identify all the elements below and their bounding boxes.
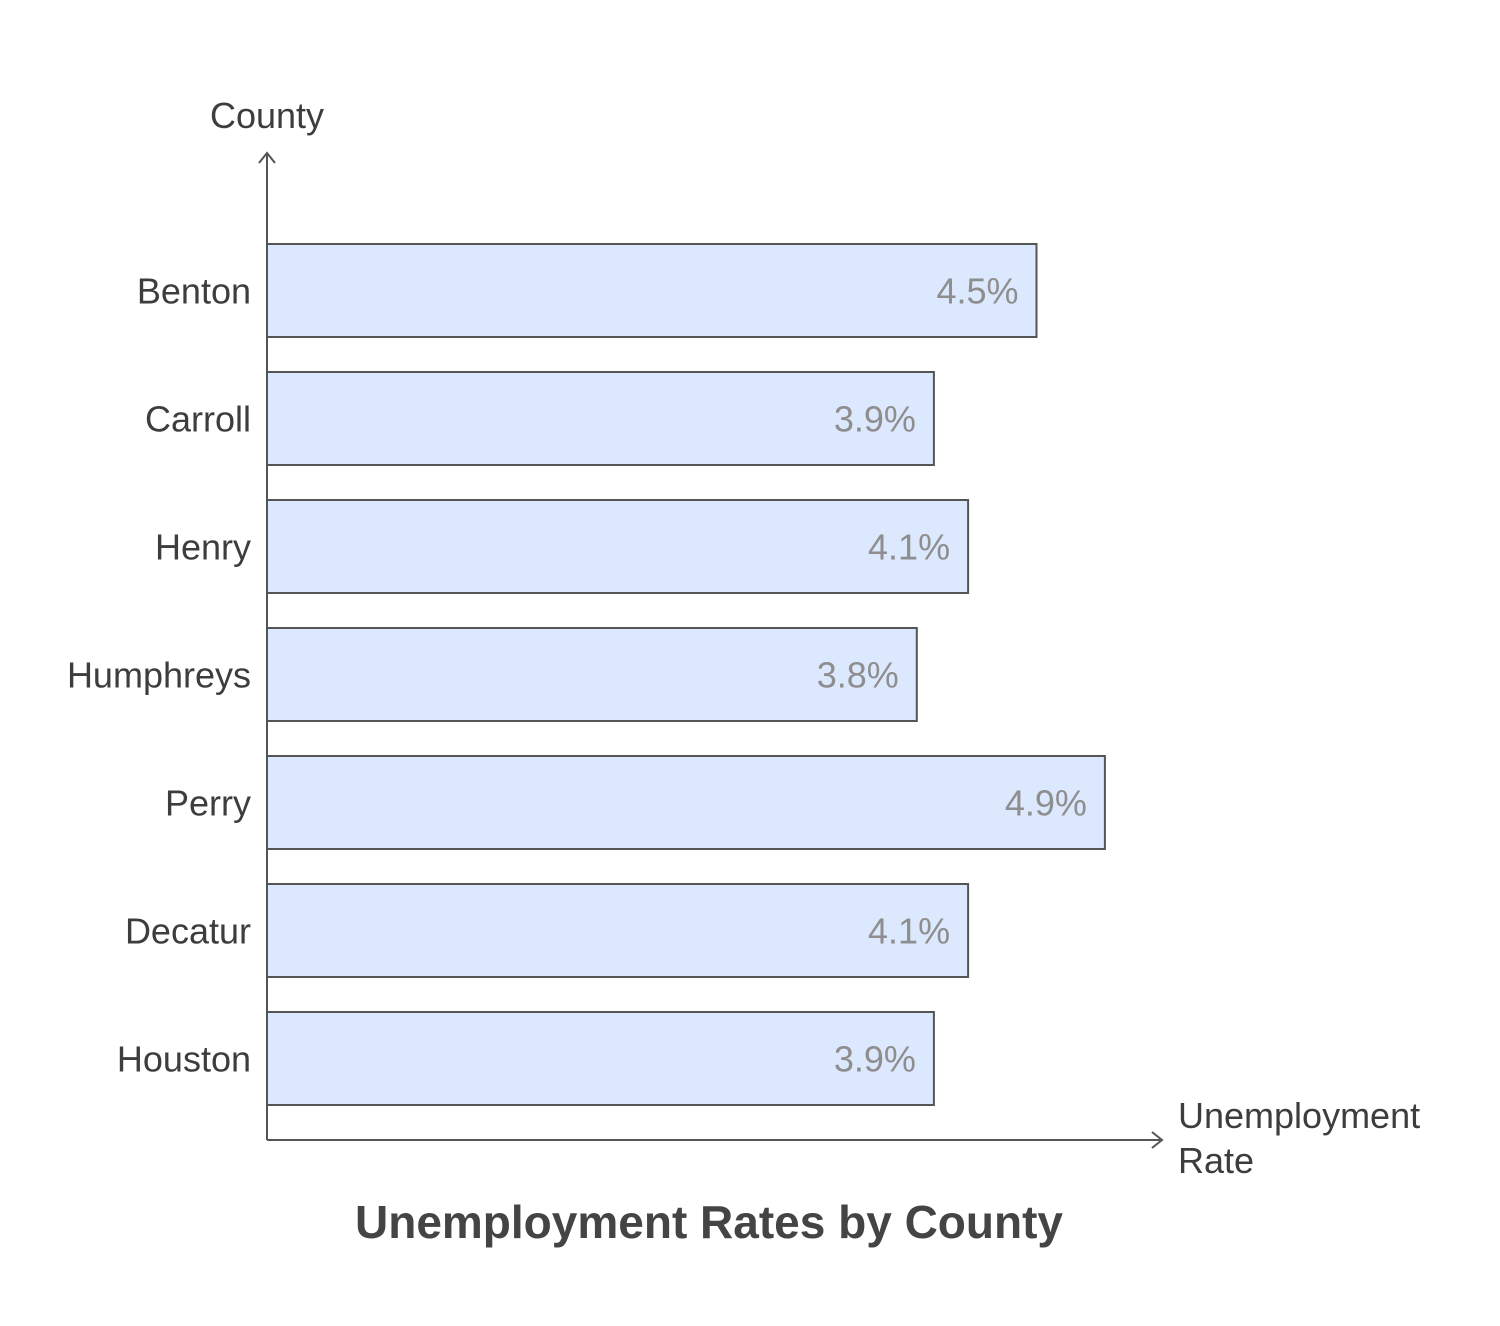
category-label-houston: Houston	[117, 1039, 251, 1080]
bars-group: Benton 4.5% Carroll 3.9% Henry 4.1% Humphreys 3…	[67, 243, 1106, 1106]
bar-houston	[266, 1011, 935, 1106]
bar-humphreys	[266, 627, 918, 722]
category-label-perry: Perry	[165, 783, 251, 824]
value-label-carroll: 3.9%	[834, 399, 916, 440]
value-label-decatur: 4.1%	[868, 911, 950, 952]
x-axis-arrow	[1151, 1131, 1164, 1149]
x-axis-title: Unemployment Rate	[1178, 1095, 1430, 1181]
value-label-benton: 4.5%	[936, 271, 1018, 312]
bar-decatur	[266, 883, 970, 978]
value-label-perry: 4.9%	[1005, 783, 1087, 824]
category-label-humphreys: Humphreys	[67, 655, 251, 696]
value-label-humphreys: 3.8%	[817, 655, 899, 696]
category-label-henry: Henry	[155, 527, 251, 568]
y-axis-title: County	[210, 95, 324, 136]
y-axis-arrow	[258, 151, 276, 164]
bar-carroll	[266, 371, 935, 466]
x-axis-title-line-1: Unemployment	[1178, 1095, 1420, 1136]
category-label-decatur: Decatur	[125, 911, 251, 952]
chart-title: Unemployment Rates by County	[355, 1196, 1063, 1248]
bar-benton	[266, 243, 1038, 338]
x-axis-title-line-2: Rate	[1178, 1140, 1254, 1181]
bar-henry	[266, 499, 970, 594]
category-label-carroll: Carroll	[145, 399, 251, 440]
bar-perry	[266, 755, 1106, 850]
value-label-henry: 4.1%	[868, 527, 950, 568]
category-label-benton: Benton	[137, 271, 251, 312]
value-label-houston: 3.9%	[834, 1039, 916, 1080]
